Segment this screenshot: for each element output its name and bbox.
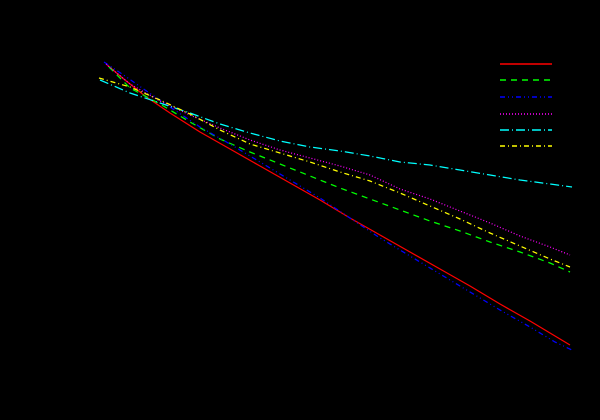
- series-2-green-dashed: [108, 66, 571, 273]
- series-3-blue-dash-dot-dot: [103, 61, 573, 351]
- series-group: [98, 61, 573, 351]
- series-6-yellow-dash-dot: [98, 77, 571, 268]
- series-4-magenta-dotted: [105, 63, 571, 256]
- legend: [500, 63, 552, 147]
- series-1-red-solid: [106, 64, 571, 346]
